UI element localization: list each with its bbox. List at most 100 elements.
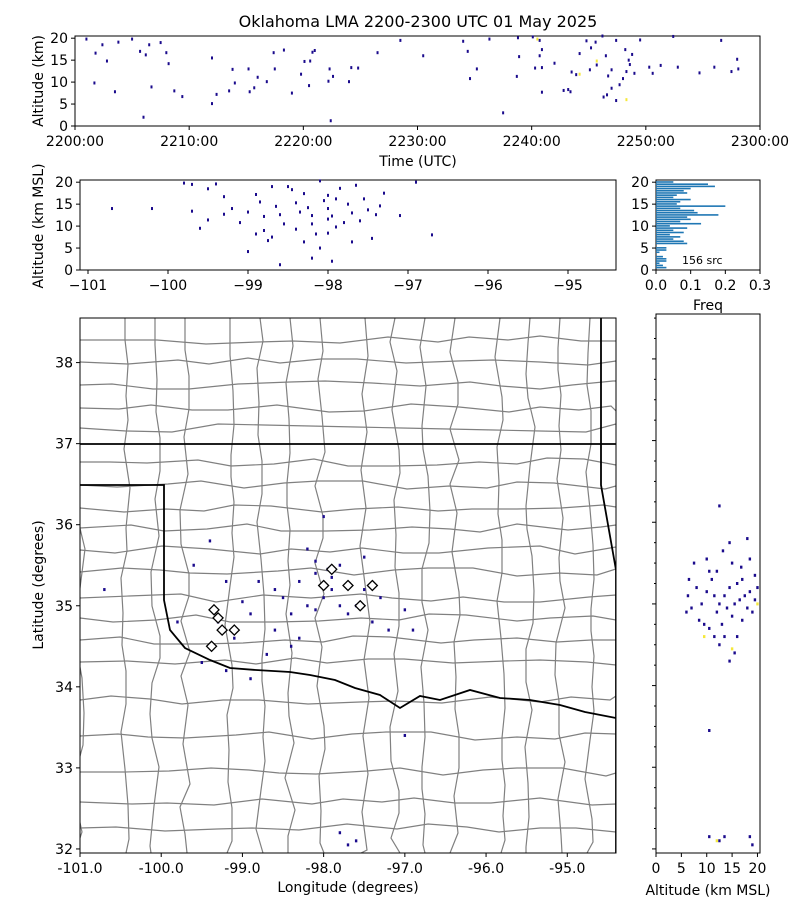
source-point [283,222,285,226]
source-point [730,561,734,565]
source-point [363,197,365,201]
county-line [224,318,235,853]
source-point [191,209,193,213]
source-point [265,80,268,84]
x-tick-label: 0.3 [749,278,771,294]
source-point [338,604,342,608]
source-point [708,835,711,839]
source-point [746,537,749,541]
y-tick-label: 33 [55,761,73,777]
source-point [624,48,627,52]
y-tick-label: 15 [55,197,73,213]
source-point [173,89,176,93]
source-point [289,644,293,648]
source-point [315,232,317,236]
source-point [376,51,379,55]
source-point [531,35,534,39]
source-point [94,51,97,55]
x-tick-label: 0 [652,861,661,877]
histogram-bar [656,181,674,183]
source-point [379,204,381,208]
source-point [515,74,518,78]
x-tick-label: 0.1 [680,278,702,294]
county-line [494,318,506,853]
station-marker [212,612,224,624]
histogram-panel: 0.0 0.1 0.2 0.3 0 5 10 15 20 156 src Freq [631,175,771,314]
source-point [553,61,556,65]
source-point [271,235,273,239]
x-tick-label: -99.0 [224,861,260,877]
histogram-bar [656,200,681,203]
source-point [567,88,570,92]
county-line [80,593,616,603]
histogram-bar [656,192,688,194]
x-tick-label: −98 [313,278,343,294]
source-point [705,590,708,594]
county-line [179,318,191,853]
station-marker [366,579,379,592]
source-point [751,843,754,847]
source-point [282,48,285,52]
source-point [151,207,153,211]
source-point [211,102,213,106]
source-point [633,71,636,75]
source-point [273,588,277,592]
source-point [113,90,116,94]
histogram-bar [656,227,688,229]
source-point [233,636,236,640]
source-point [247,250,249,254]
source-point [705,557,708,561]
histogram-bar [656,260,667,262]
y-tick-label: 10 [55,219,73,235]
source-point [411,628,415,632]
source-point [585,39,588,43]
county-line [80,613,616,623]
histogram-bar [656,214,719,216]
source-point [354,839,358,843]
source-point [628,63,631,67]
source-point [272,51,275,55]
source-point [748,835,752,839]
source-point [303,59,306,63]
source-point [728,659,731,663]
source-point [735,635,739,639]
county-line [80,380,616,390]
source-point [249,677,252,681]
altlat-xlabel: Altitude (km MSL) [645,883,770,899]
source-point [165,51,168,55]
source-point [648,65,651,69]
histogram-bar [656,225,670,227]
source-point [371,620,374,624]
map-xlabel: Longitude (degrees) [277,880,418,896]
source-point [207,218,209,222]
source-point [199,226,201,230]
source-point [606,93,609,97]
source-point-highlight [595,59,598,63]
histogram-bar [656,240,684,243]
source-point [348,80,350,84]
source-point [275,204,277,208]
source-point [540,90,543,94]
station-marker [325,563,338,576]
source-point [298,636,301,640]
source-point [610,68,613,72]
county-line [584,318,595,853]
x-tick-label: −99 [233,278,263,294]
source-point [737,67,740,71]
source-point [359,219,361,223]
source-point [319,246,321,250]
source-point [101,43,104,47]
source-point [728,541,731,545]
source-point [181,95,184,99]
source-point [538,54,541,58]
y-tick-label: 0 [64,263,73,279]
source-point [148,43,151,47]
station-marker [205,640,218,653]
source-point [343,221,345,225]
histogram-bar [656,205,726,207]
source-point [466,49,469,53]
county-line [554,318,566,853]
source-point [289,612,293,616]
source-point [399,38,402,42]
